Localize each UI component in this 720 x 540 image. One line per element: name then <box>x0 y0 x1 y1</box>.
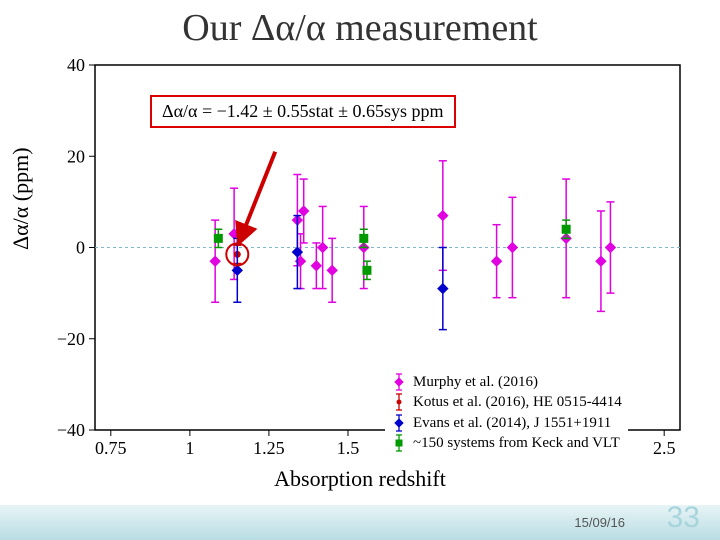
legend-row-evans2014: Evans et al. (2014), J 1551+1911 <box>391 413 622 433</box>
y-tick-label: −20 <box>57 329 85 349</box>
legend: Murphy et al. (2016)Kotus et al. (2016),… <box>385 368 628 457</box>
x-tick-label: 1.5 <box>337 438 360 458</box>
page-title: Our Δα/α measurement <box>0 6 720 50</box>
x-tick-label: 0.75 <box>95 438 127 458</box>
slide-footer: 15/09/16 33 <box>0 505 720 540</box>
formula-box: Δα/α = −1.42 ± 0.55stat ± 0.65sys ppm <box>150 95 456 128</box>
x-tick-label: 1 <box>185 438 194 458</box>
y-tick-label: 0 <box>76 238 85 258</box>
y-tick-label: 20 <box>67 146 85 166</box>
legend-row-keckvlt: ~150 systems from Keck and VLT <box>391 433 622 453</box>
legend-label: ~150 systems from Keck and VLT <box>413 433 620 453</box>
legend-label: Murphy et al. (2016) <box>413 372 538 392</box>
legend-label: Kotus et al. (2016), HE 0515-4414 <box>413 392 622 412</box>
footer-date: 15/09/16 <box>574 515 625 530</box>
legend-row-kotus2016: Kotus et al. (2016), HE 0515-4414 <box>391 392 622 412</box>
x-tick-label: 1.25 <box>253 438 285 458</box>
y-axis-label: Δα/α (ppm) <box>8 147 34 250</box>
y-tick-label: −40 <box>57 420 85 440</box>
formula-text: Δα/α = −1.42 ± 0.55stat ± 0.65sys ppm <box>162 101 444 121</box>
x-tick-label: 2.5 <box>653 438 676 458</box>
x-axis-label: Absorption redshift <box>0 466 720 492</box>
legend-label: Evans et al. (2014), J 1551+1911 <box>413 413 611 433</box>
legend-row-murphy2016: Murphy et al. (2016) <box>391 372 622 392</box>
y-tick-label: 40 <box>67 55 85 75</box>
footer-page-number: 33 <box>667 501 700 535</box>
